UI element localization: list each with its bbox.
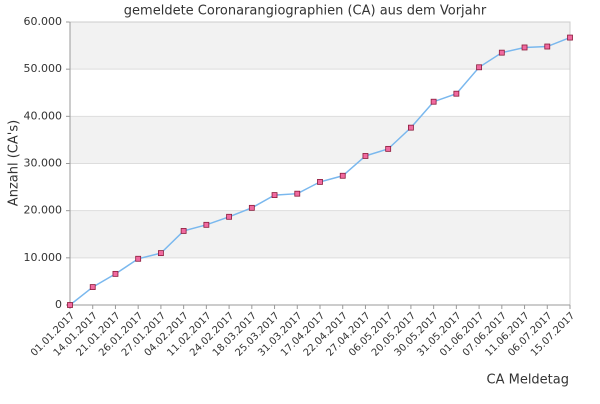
data-line — [69, 36, 571, 306]
grid-band — [70, 22, 570, 70]
data-point — [339, 172, 346, 179]
y-tick-label: 10.000 — [24, 251, 63, 264]
y-axis-title: Anzahl (CA's) — [7, 120, 22, 206]
data-point — [203, 221, 210, 228]
y-tick-label: 40.000 — [24, 109, 63, 122]
x-axis-title: CA Meldetag — [487, 373, 570, 388]
y-tick-label: 60.000 — [24, 15, 63, 28]
data-point — [67, 302, 73, 308]
data-point — [521, 44, 528, 51]
data-point — [385, 145, 392, 152]
data-point — [408, 124, 414, 131]
data-point — [89, 284, 96, 290]
data-point — [453, 90, 460, 97]
data-point — [135, 255, 142, 262]
grid-band — [70, 210, 570, 258]
data-point — [476, 64, 482, 71]
chart-title: gemeldete Coronarangiographien (CA) aus … — [124, 4, 487, 19]
y-tick-label: 20.000 — [24, 204, 63, 217]
y-tick-label: 30.000 — [24, 157, 63, 170]
y-tick-label: 0 — [55, 298, 62, 311]
data-point — [180, 228, 187, 234]
data-point — [158, 250, 164, 257]
data-point — [112, 270, 119, 277]
data-point — [498, 49, 505, 56]
data-point — [226, 213, 232, 220]
grid-band — [70, 116, 570, 164]
data-point — [294, 190, 301, 197]
data-point — [567, 34, 573, 41]
data-point — [317, 178, 323, 185]
data-point — [430, 98, 437, 105]
data-point — [271, 192, 278, 199]
y-tick-label: 50.000 — [24, 62, 63, 75]
data-point — [248, 204, 255, 211]
data-point — [362, 153, 369, 159]
data-point — [544, 43, 551, 50]
